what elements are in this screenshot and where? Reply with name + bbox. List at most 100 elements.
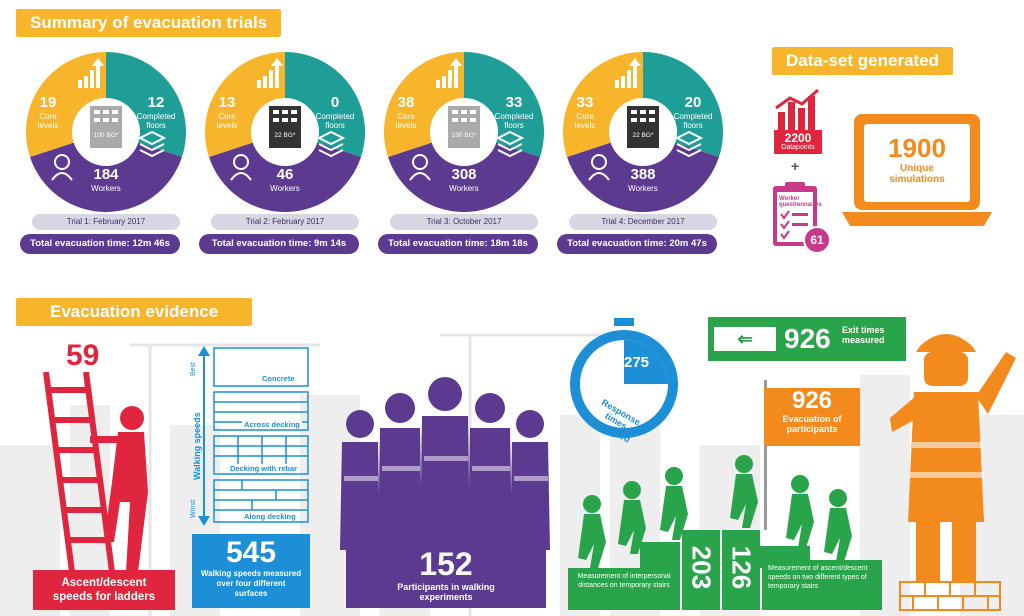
questionnaires-value: 61 [810, 233, 824, 247]
walking-label: Walking speeds measured over four differ… [200, 569, 302, 598]
workers-value: 46 [276, 166, 294, 183]
datapoints-value: 2200 [784, 131, 812, 145]
building-label: 22 BG* [632, 132, 654, 139]
evacuation-time-badge: Total evacuation time: 12m 46s [20, 234, 180, 254]
workers-value: 184 [93, 166, 119, 183]
trial-donut [384, 52, 544, 212]
core-levels-value: 13 [218, 94, 236, 111]
evacuation-time-badge: Total evacuation time: 9m 14s [199, 234, 359, 254]
ladder-climber-icon [43, 372, 148, 572]
bar-chart-icon [774, 88, 822, 154]
evacuation-time-badge: Total evacuation time: 18m 18s [378, 234, 538, 254]
surfaces-diagram [198, 346, 309, 526]
surface-across-decking: Across decking [242, 420, 302, 429]
big-worker-icon [890, 334, 1016, 611]
evac-value: 926 [791, 387, 833, 414]
interpersonal-value-box: 203 [682, 530, 720, 610]
workers-label: Workers [270, 184, 300, 193]
trial-card: 38 Core levels 33 Completed floors 100 B… [376, 52, 552, 262]
completed-floors-label: Completed floors [494, 112, 534, 130]
completed-floors-label: Completed floors [136, 112, 176, 130]
stairs-label: Measurement of ascent/descent speeds on … [768, 565, 868, 590]
core-levels-value: 38 [397, 94, 415, 111]
workers-label: Workers [449, 184, 479, 193]
exit-sign: ⇐ 926 Exit times measured [708, 317, 906, 361]
core-levels-value: 33 [576, 94, 594, 111]
trial-donut [563, 52, 723, 212]
core-levels-label: Core levels [574, 112, 596, 130]
datapoints-label: Datapoints [781, 144, 815, 151]
exit-label: Exit times measured [842, 325, 885, 345]
surface-decking-rebar: Decking with rebar [228, 464, 300, 473]
simulations-label: Unique simulations [889, 163, 945, 185]
evacuation-time-badge: Total evacuation time: 20m 47s [557, 234, 717, 254]
walking-box: 545 Walking speeds measured over four di… [192, 534, 310, 608]
flag-pole-icon [764, 380, 767, 530]
exit-value: 926 [784, 323, 831, 354]
building-label: 22 BG* [274, 132, 296, 139]
completed-floors-value: 20 [684, 94, 702, 111]
completed-floors-value: 0 [330, 94, 340, 111]
workers-value: 308 [451, 166, 477, 183]
participants-label: Participants in walking experiments [397, 582, 495, 602]
core-levels-label: Core levels [37, 112, 59, 130]
building-label: 100 BG* [93, 132, 119, 139]
response-value: 275 [624, 354, 650, 371]
trial-date-label: Trial 2: February 2017 [211, 214, 359, 230]
clipboard-icon [773, 182, 831, 254]
best-label: Best [190, 361, 197, 376]
completed-floors-label: Completed floors [673, 112, 713, 130]
ladder-value: 59 [66, 339, 100, 372]
workers-label: Workers [91, 184, 121, 193]
interpersonal-box: Measurement of interpersonal distances o… [568, 568, 680, 610]
walking-value: 545 [225, 536, 277, 569]
trial-date-label: Trial 4: December 2017 [569, 214, 717, 230]
stopwatch-icon [570, 318, 678, 438]
worst-label: Worst [190, 499, 197, 518]
completed-floors-value: 33 [505, 94, 523, 111]
trial-donut [26, 52, 186, 212]
summary-title: Summary of evacuation trials [16, 9, 282, 37]
ladder-label-box: Ascent/descent speeds for ladders [33, 570, 175, 610]
trial-card: 13 Core levels 0 Completed floors 22 BG*… [197, 52, 373, 262]
trial-date-label: Trial 3: October 2017 [390, 214, 538, 230]
participants-box: 152 Participants in walking experiments [346, 546, 546, 608]
trial-card: 19 Core levels 12 Completed floors 100 B… [18, 52, 194, 262]
trial-donut [205, 52, 365, 212]
stairs-value: 126 [726, 545, 757, 590]
walking-speeds-axis: Walking speeds [192, 412, 202, 480]
core-levels-label: Core levels [216, 112, 238, 130]
workers-label: Workers [628, 184, 658, 193]
core-levels-value: 19 [39, 94, 57, 111]
laptop-block: 1900 Unique simulations [842, 112, 992, 228]
stairs-value-box: 126 [722, 530, 760, 610]
stair-walkers-icon [578, 455, 852, 568]
trial-date-label: Trial 1: February 2017 [32, 214, 180, 230]
simulations-value: 1900 [888, 133, 946, 163]
surface-concrete: Concrete [260, 374, 297, 383]
workers-group-icon [340, 377, 550, 550]
evac-flag: 926 Evacuation of participants [764, 388, 860, 446]
questionnaire-block: Worker questionnaires 61 [771, 180, 833, 254]
surface-along-decking: Along decking [242, 512, 298, 521]
ladder-label: Ascent/descent speeds for ladders [52, 577, 156, 603]
datapoints-block: 2200 Datapoints [772, 88, 824, 154]
building-label: 100 BG* [451, 132, 477, 139]
workers-value: 388 [630, 166, 656, 183]
dataset-title: Data-set generated [772, 47, 954, 75]
completed-floors-value: 12 [147, 94, 165, 111]
participants-value: 152 [419, 546, 473, 582]
evac-label: Evacuation of participants [782, 414, 842, 434]
exit-arrow-icon: ⇐ [714, 327, 776, 351]
trial-card: 33 Core levels 20 Completed floors 22 BG… [555, 52, 731, 262]
evidence-title: Evacuation evidence [16, 298, 253, 326]
core-levels-label: Core levels [395, 112, 417, 130]
stairs-box: Measurement of ascent/descent speeds on … [762, 560, 882, 610]
interpersonal-label: Measurement of interpersonal distances o… [577, 573, 671, 589]
surfaces-panel: Best Worst Walking speeds Concrete Acros… [190, 346, 310, 526]
completed-floors-label: Completed floors [315, 112, 355, 130]
questionnaires-label: Worker questionnaires [779, 196, 822, 208]
interpersonal-value: 203 [686, 545, 717, 590]
plus-sign: + [791, 158, 800, 174]
laptop-icon [842, 114, 992, 226]
